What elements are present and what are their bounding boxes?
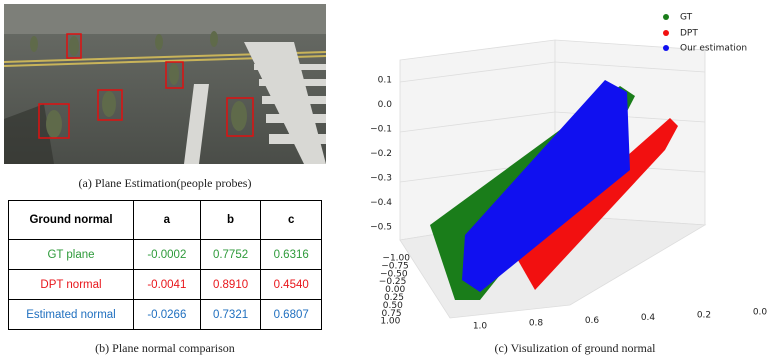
tick-label: −0.3	[370, 174, 392, 184]
cell: 0.7321	[200, 300, 261, 330]
tick-label: 0.0	[753, 308, 768, 318]
cell: 0.8910	[200, 270, 261, 300]
cell: -0.0002	[134, 240, 201, 270]
tick-label: 0.2	[697, 310, 711, 320]
tick-label: −0.4	[370, 198, 392, 208]
street-photo	[4, 4, 326, 164]
caption: (b) Plane normal comparison	[5, 341, 325, 356]
tick-label: −0.2	[370, 149, 392, 159]
cell: DPT normal	[9, 270, 134, 300]
tick-label: 1.00	[380, 317, 400, 327]
tick-label: 0.6	[585, 316, 600, 326]
legend-label: DPT	[680, 29, 698, 39]
tick-label: 0.8	[529, 319, 544, 329]
header-row: Ground normal a b c	[9, 201, 322, 240]
cell: 0.7752	[200, 240, 261, 270]
cell: 0.6316	[261, 240, 322, 270]
tick-label: 0.1	[378, 76, 392, 86]
tick-label: −0.1	[370, 125, 392, 135]
caption: (c) Visulization of ground normal	[430, 341, 720, 356]
header-cell: Ground normal	[9, 201, 134, 240]
cell: -0.0041	[134, 270, 201, 300]
tick-label: 0.0	[378, 100, 393, 110]
cell: GT plane	[9, 240, 134, 270]
legend-label: Our estimation	[680, 44, 747, 54]
tick-label: 0.4	[641, 313, 656, 323]
header-cell: c	[261, 201, 322, 240]
tick-label: −0.5	[370, 223, 392, 233]
cell: Estimated normal	[9, 300, 134, 330]
cell: 0.4540	[261, 270, 322, 300]
tick-label: 1.0	[473, 322, 488, 332]
cell: -0.0266	[134, 300, 201, 330]
plot-3d: GT DPT Our estimation 0.1 0.0 −0.1 −0.2 −0.3…	[330, 0, 780, 340]
cell: 0.6807	[261, 300, 322, 330]
caption: (a) Plane Estimation(people probes)	[5, 176, 325, 191]
header-cell: b	[200, 201, 261, 240]
page: {"panel_a": {"caption": "(a) Plane Estim…	[0, 0, 780, 357]
legend-label: GT	[680, 13, 693, 23]
header-cell: a	[134, 201, 201, 240]
